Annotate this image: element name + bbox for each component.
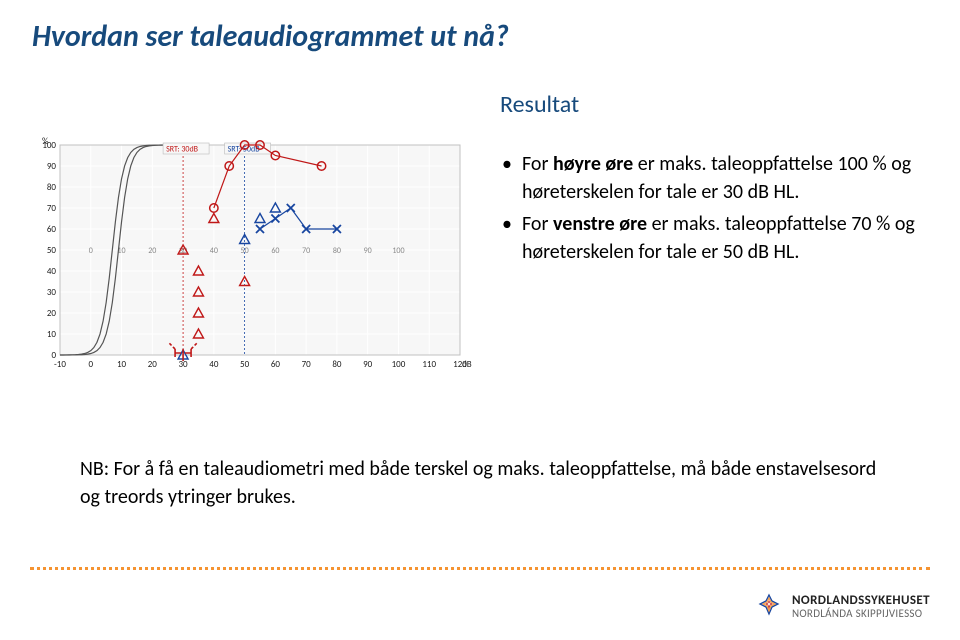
svg-text:100: 100	[392, 359, 406, 370]
bullet-item: For høyre øre er maks. taleoppfattelse 1…	[500, 150, 920, 206]
svg-text:90: 90	[364, 246, 372, 256]
svg-text:80: 80	[47, 182, 57, 193]
svg-text:50: 50	[240, 359, 250, 370]
svg-text:100: 100	[42, 140, 56, 151]
svg-text:80: 80	[332, 359, 342, 370]
svg-text:100: 100	[392, 246, 404, 256]
note-text: NB: For å få en taleaudiometri med både …	[80, 455, 880, 511]
svg-text:110: 110	[422, 359, 436, 370]
subtitle: Resultat	[500, 90, 579, 119]
svg-text:SRT: 30dB: SRT: 30dB	[166, 145, 199, 155]
svg-text:60: 60	[271, 246, 279, 256]
svg-text:10: 10	[117, 359, 127, 370]
svg-text:90: 90	[363, 359, 373, 370]
svg-text:20: 20	[148, 246, 156, 256]
svg-text:-10: -10	[54, 359, 66, 370]
svg-text:50: 50	[241, 246, 249, 256]
svg-text:0: 0	[89, 246, 93, 256]
svg-text:40: 40	[47, 266, 57, 277]
logo-line2: NORDLÁNDA SKIPPIJVIESSO	[792, 608, 930, 620]
svg-text:30: 30	[47, 287, 57, 298]
svg-text:60: 60	[47, 224, 57, 235]
svg-text:dB: dB	[462, 359, 472, 370]
svg-text:40: 40	[210, 246, 218, 256]
svg-text:20: 20	[148, 359, 158, 370]
audiogram-chart: 0102030405060708090100%01020304050607080…	[30, 135, 480, 385]
svg-text:60: 60	[271, 359, 281, 370]
svg-text:20: 20	[47, 308, 57, 319]
hospital-logo: NORDLANDSSYKEHUSET NORDLÁNDA SKIPPIJVIES…	[754, 592, 930, 622]
svg-text:50: 50	[47, 245, 57, 256]
svg-text:40: 40	[209, 359, 219, 370]
svg-text:70: 70	[302, 359, 312, 370]
bullet-item: For venstre øre er maks. taleoppfattelse…	[500, 210, 920, 266]
svg-text:70: 70	[47, 203, 57, 214]
result-bullets: For høyre øre er maks. taleoppfattelse 1…	[500, 150, 920, 270]
logo-line1: NORDLANDSSYKEHUSET	[792, 594, 930, 608]
page-title: Hvordan ser taleaudiogrammet ut nå?	[32, 18, 509, 55]
svg-text:70: 70	[302, 246, 310, 256]
logo-icon	[754, 592, 784, 622]
svg-text:10: 10	[47, 329, 57, 340]
svg-text:80: 80	[333, 246, 341, 256]
svg-text:90: 90	[47, 161, 57, 172]
svg-text:0: 0	[88, 359, 93, 370]
divider-dots	[30, 567, 930, 570]
